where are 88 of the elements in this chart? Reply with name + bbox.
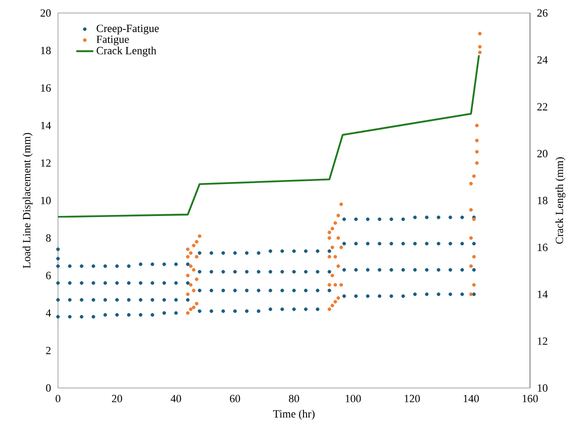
point — [334, 221, 338, 225]
point — [478, 44, 482, 49]
y2-tick-label: 18 — [538, 196, 548, 204]
point — [475, 150, 479, 154]
point — [334, 283, 338, 287]
y-tick-label: 16 — [41, 84, 51, 92]
point — [472, 174, 476, 178]
point — [334, 254, 338, 259]
point — [336, 236, 340, 240]
point — [328, 307, 332, 312]
y-tick-label: 20 — [40, 9, 51, 17]
y-tick-label: 0 — [46, 384, 51, 392]
point — [186, 292, 190, 296]
point — [192, 268, 196, 272]
point — [192, 306, 196, 310]
y2-tick-label: 12 — [538, 337, 548, 345]
point — [328, 283, 332, 287]
y2-tick-label: 10 — [538, 384, 548, 392]
y2-tick-label: 20 — [537, 150, 548, 158]
point — [186, 311, 190, 315]
y-tick-label: 2 — [46, 346, 51, 354]
legend-label: Fatigue — [96, 36, 129, 46]
point — [194, 302, 198, 306]
point — [330, 246, 334, 250]
point — [194, 277, 198, 282]
point — [472, 254, 476, 259]
point — [330, 226, 334, 230]
x-axis-title: Time (hr) — [273, 410, 315, 420]
y2-tick-label: 24 — [537, 56, 548, 64]
point — [330, 274, 334, 278]
y2-tick-label: 22 — [537, 103, 548, 110]
point — [475, 124, 479, 128]
y-tick-label: 8 — [46, 234, 51, 242]
point — [469, 182, 473, 186]
point — [336, 264, 340, 268]
x-tick-label: 120 — [404, 394, 420, 402]
x-tick-label: 20 — [112, 394, 122, 402]
y-tick-label: 18 — [41, 46, 51, 54]
point — [188, 307, 193, 312]
point — [339, 202, 344, 206]
point — [188, 264, 193, 268]
point — [330, 304, 334, 308]
point — [194, 254, 198, 259]
point — [475, 161, 479, 165]
x-tick-label: 60 — [230, 394, 240, 402]
legend-label: Creep-Fatigue — [96, 24, 159, 34]
point — [188, 283, 193, 287]
point — [198, 234, 202, 238]
point — [192, 244, 196, 248]
point — [469, 264, 473, 268]
point — [478, 50, 482, 54]
point — [469, 236, 473, 240]
point — [336, 296, 340, 300]
y2-tick-label: 26 — [537, 9, 548, 17]
x-tick-label: 140 — [464, 394, 479, 402]
point — [336, 214, 340, 218]
point — [478, 32, 482, 36]
y2-tick-label: 14 — [538, 290, 548, 298]
point — [192, 288, 196, 292]
point — [194, 240, 198, 244]
point — [339, 246, 344, 250]
point — [472, 283, 476, 287]
point — [469, 208, 473, 212]
x-tick-label: 0 — [56, 394, 60, 402]
point — [328, 254, 332, 259]
y-axis-title: Load Line Displacement (mm) — [22, 132, 33, 268]
point — [475, 138, 479, 142]
x-tick-label: 100 — [346, 394, 361, 402]
point — [186, 247, 190, 252]
point — [469, 292, 473, 296]
y2-tick-label: 16 — [538, 244, 548, 252]
x-tick-label: 160 — [522, 394, 538, 402]
point — [186, 254, 190, 259]
point — [186, 274, 190, 278]
point — [328, 230, 332, 234]
point — [188, 251, 193, 255]
legend-label: Crack Length — [96, 46, 156, 57]
y-tick-label: 14 — [41, 122, 51, 130]
x-tick-label: 40 — [170, 394, 182, 402]
y-tick-label: 10 — [41, 196, 51, 204]
y2-axis-title: Crack Length (mm) — [555, 157, 566, 244]
point — [334, 300, 338, 304]
point — [328, 236, 332, 240]
y-tick-label: 4 — [46, 309, 51, 317]
point — [339, 283, 344, 287]
x-tick-label: 80 — [288, 394, 300, 402]
y-tick-label: 6 — [46, 272, 51, 280]
y-tick-label: 12 — [41, 159, 51, 167]
